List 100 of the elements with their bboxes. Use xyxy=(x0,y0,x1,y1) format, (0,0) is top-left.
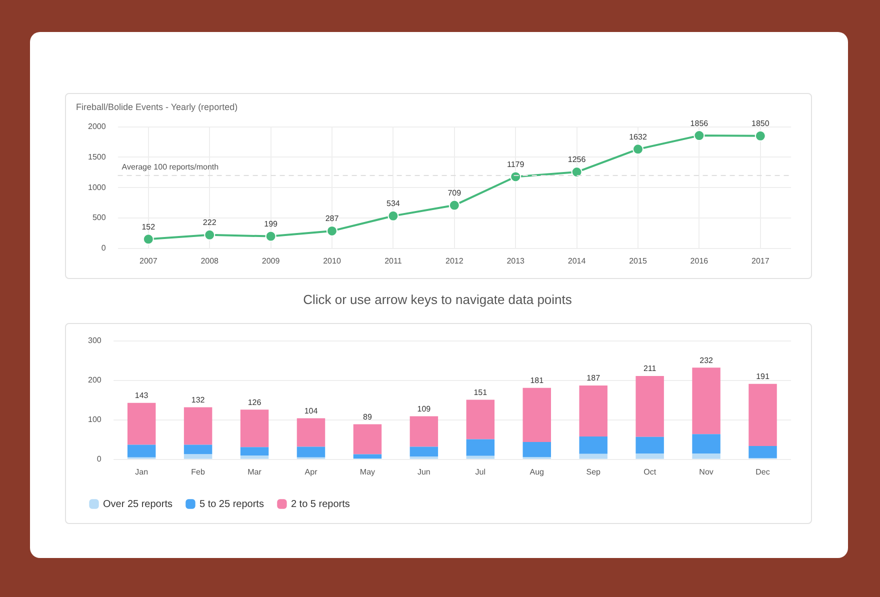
bar xyxy=(240,447,269,456)
data-label: 1632 xyxy=(629,132,648,142)
x-tick-label: 2009 xyxy=(262,256,280,266)
total-label: 151 xyxy=(474,388,488,397)
x-tick-label: 2014 xyxy=(568,256,586,266)
point xyxy=(510,171,522,182)
y-tick-label: 0 xyxy=(96,454,102,464)
bar xyxy=(522,442,551,458)
bar xyxy=(466,456,495,459)
bar xyxy=(240,410,269,448)
bar xyxy=(692,368,720,434)
bar xyxy=(466,400,495,440)
total-label: 126 xyxy=(248,398,262,407)
point xyxy=(571,166,582,178)
bar xyxy=(296,446,326,458)
text: Click or use arrow keys to navigate data points xyxy=(302,292,573,307)
y-tick-label: 300 xyxy=(88,336,102,346)
data-label: 1256 xyxy=(568,155,586,164)
point xyxy=(632,144,644,155)
total-label: 232 xyxy=(700,356,714,365)
total-label: 104 xyxy=(304,406,318,416)
bar xyxy=(410,446,438,457)
bar xyxy=(127,444,156,458)
data-label: 287 xyxy=(325,214,340,224)
x-tick-label: Jul xyxy=(475,467,486,476)
bar xyxy=(748,446,777,458)
total-label: 211 xyxy=(643,364,657,374)
data-label: 1856 xyxy=(690,118,709,128)
total-label: 109 xyxy=(417,404,432,414)
x-tick-label: Nov xyxy=(699,467,714,476)
bar xyxy=(184,454,212,459)
point xyxy=(326,225,338,236)
data-label: 1179 xyxy=(506,160,525,169)
total-label: 143 xyxy=(134,391,149,400)
total-label: 187 xyxy=(586,374,601,383)
y-tick-label: 1500 xyxy=(88,152,106,162)
bar xyxy=(410,416,438,447)
chart-title: Fireball/Bolide Events - Yearly (reported) xyxy=(76,102,238,112)
bar xyxy=(466,439,495,456)
point xyxy=(142,234,154,245)
point xyxy=(694,130,705,142)
total-label: 89 xyxy=(363,412,372,422)
ref-line-label: Average 100 reports/month xyxy=(122,162,219,172)
y-tick-label: 0 xyxy=(101,244,106,253)
bar xyxy=(579,436,608,454)
x-tick-label: Dec xyxy=(756,467,770,476)
y-tick-label: 1000 xyxy=(88,182,106,192)
bar xyxy=(579,385,608,436)
point xyxy=(448,200,460,211)
x-tick-label: May xyxy=(360,467,376,476)
y-tick-label: 500 xyxy=(92,213,106,222)
x-tick-label: Jan xyxy=(135,467,148,476)
bar xyxy=(353,424,382,454)
bar xyxy=(240,455,269,459)
bar xyxy=(748,384,777,446)
x-tick-label: Apr xyxy=(304,467,318,476)
bar xyxy=(353,454,382,459)
data-label: 152 xyxy=(142,222,156,232)
bar xyxy=(522,388,551,442)
bar xyxy=(127,402,156,445)
data-label: 709 xyxy=(448,188,462,198)
data-label: 199 xyxy=(264,220,278,229)
bar xyxy=(636,376,664,437)
total-label: 132 xyxy=(191,395,206,404)
bar xyxy=(692,434,720,454)
x-tick-label: Aug xyxy=(530,467,544,476)
x-tick-label: Sep xyxy=(586,467,602,476)
x-tick-label: Oct xyxy=(644,467,657,476)
y-tick-label: 100 xyxy=(88,415,102,424)
x-tick-label: Mar xyxy=(248,467,262,476)
legend-label: 2 to 5 reports xyxy=(290,498,350,510)
data-label: 534 xyxy=(386,199,400,208)
x-tick-label: Feb xyxy=(191,467,206,476)
total-label: 191 xyxy=(756,372,770,382)
x-tick-label: 2011 xyxy=(384,256,402,266)
data-label: 222 xyxy=(202,218,217,228)
bar xyxy=(636,453,664,459)
x-tick-label: 2012 xyxy=(446,256,464,266)
point xyxy=(204,229,216,240)
point xyxy=(754,130,766,142)
bar xyxy=(692,453,720,459)
y-tick-label: 2000 xyxy=(88,122,106,132)
x-tick-label: 2010 xyxy=(323,256,342,266)
bar xyxy=(579,454,608,459)
bar xyxy=(184,407,212,445)
x-tick-label: 2017 xyxy=(752,256,770,266)
point xyxy=(388,210,399,222)
bar xyxy=(636,436,664,454)
x-tick-label: 2013 xyxy=(506,256,526,266)
total-label: 181 xyxy=(530,376,544,386)
bar xyxy=(296,418,326,447)
data-label: 1850 xyxy=(752,119,770,128)
x-tick-label: 2016 xyxy=(690,256,709,266)
x-tick-label: 2015 xyxy=(629,256,648,266)
point xyxy=(265,230,276,242)
x-tick-label: 2008 xyxy=(200,256,220,266)
x-tick-label: 2007 xyxy=(140,256,158,266)
legend-label: Over 25 reports xyxy=(103,498,172,510)
legend-label: 5 to 25 reports xyxy=(199,498,264,510)
y-tick-label: 200 xyxy=(88,376,102,385)
